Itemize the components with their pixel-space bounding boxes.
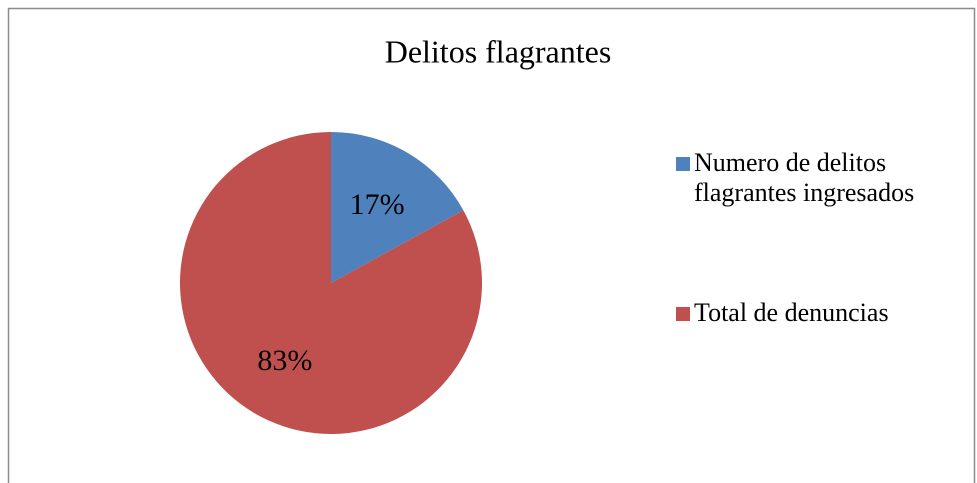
pie-slice: [179, 132, 482, 435]
legend-label: Numero de delitos flagrantes ingresados: [694, 148, 915, 207]
legend-swatch: [676, 157, 690, 171]
legend-item: Numero de delitos flagrantes ingresados: [676, 148, 971, 208]
data-label: 83%: [257, 344, 312, 377]
legend-label: Total de denuncias: [694, 298, 889, 327]
legend-item: Total de denuncias: [676, 298, 971, 328]
data-label: 17%: [350, 188, 405, 221]
pie-slice: [331, 132, 464, 283]
chart-border: [7, 7, 976, 483]
legend-swatch: [676, 307, 690, 321]
chart-title: Delitos flagrantes: [385, 33, 612, 69]
